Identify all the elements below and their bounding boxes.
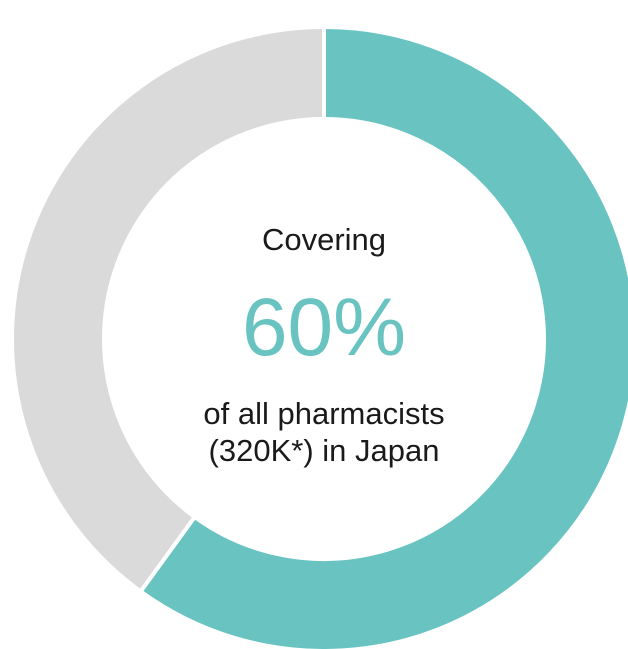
- center-caption-line-2: (320K*) in Japan: [208, 433, 440, 468]
- center-percentage-value: 60%: [241, 282, 407, 373]
- donut-slice-covered: [137, 24, 628, 649]
- center-caption-top: Covering: [261, 222, 387, 257]
- donut-slice-remaining: [10, 24, 326, 595]
- center-caption-line-1: of all pharmacists: [203, 396, 445, 431]
